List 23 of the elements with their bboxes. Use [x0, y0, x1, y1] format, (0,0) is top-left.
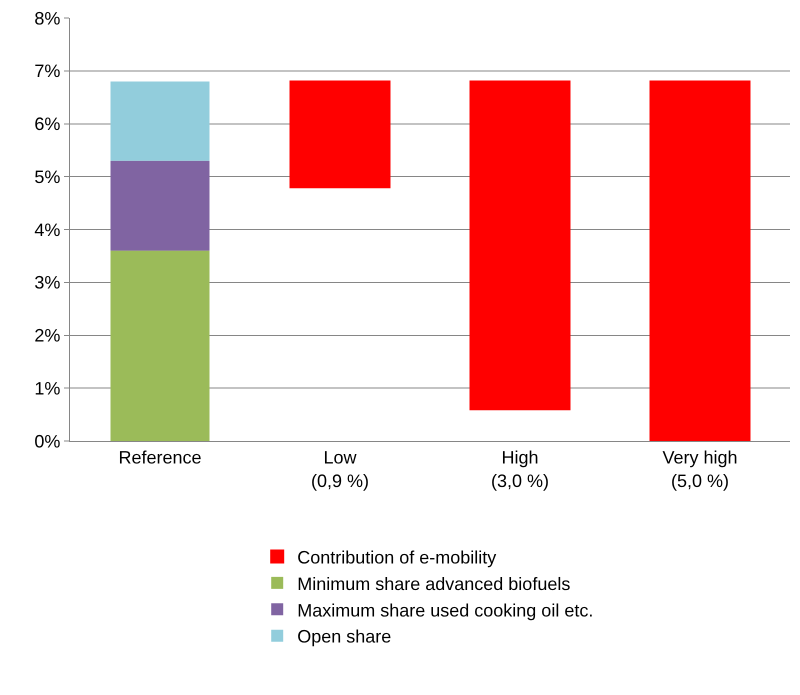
y-tick-label: 3%: [34, 272, 60, 293]
y-tick-label: 8%: [34, 8, 60, 28]
bar: [110, 160, 210, 251]
bar: [110, 81, 210, 161]
x-tick-label: High (3,0 %): [490, 448, 550, 491]
x-tick-label: Very high (5,0 %): [662, 448, 738, 491]
y-tick-label: 6%: [34, 114, 60, 134]
bar: [650, 80, 750, 441]
y-tick-label: 4%: [34, 220, 60, 240]
y-tick-label: 7%: [34, 61, 60, 82]
y-tick-label: 2%: [34, 326, 60, 346]
x-tick-label: Reference: [118, 448, 202, 468]
legend-label: Open share: [297, 626, 392, 647]
bar: [470, 80, 570, 410]
bar: [110, 250, 210, 441]
x-tick-label: Low (0,9 %): [310, 448, 370, 491]
bar: [290, 80, 390, 188]
legend-label: Minimum share advanced biofuels: [297, 574, 570, 594]
y-tick-label: 5%: [34, 166, 60, 187]
y-tick-label: 1%: [34, 378, 60, 398]
y-tick-label: 0%: [34, 431, 60, 452]
legend-label: Contribution of e-mobility: [297, 548, 496, 568]
legend-label: Maximum share used cooking oil etc.: [297, 600, 594, 620]
